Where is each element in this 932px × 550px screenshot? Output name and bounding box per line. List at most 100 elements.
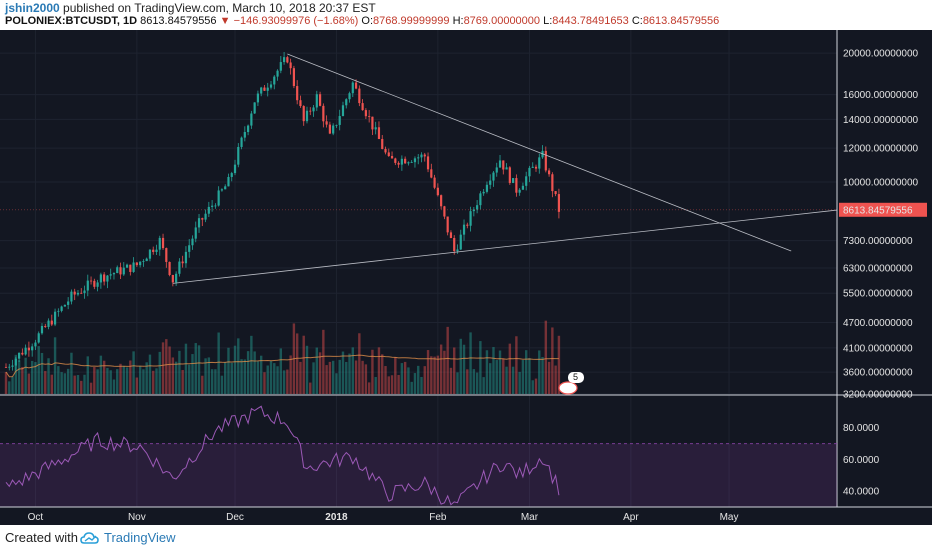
volume-bar [27, 373, 31, 394]
volume-bar [246, 351, 250, 394]
candle [50, 314, 53, 327]
volume-bar [207, 357, 211, 394]
rsi-pane [0, 405, 837, 508]
volume-bar [217, 332, 220, 394]
candle [505, 163, 508, 170]
candle [99, 272, 102, 289]
volume-bar [505, 366, 508, 394]
candle [292, 65, 296, 89]
candle [508, 166, 511, 185]
rsi-axis[interactable]: 80.0000 60.0000 40.0000 [843, 423, 880, 497]
tradingview-brand[interactable]: TradingView [104, 530, 176, 545]
volume-bar [557, 335, 561, 394]
volume-bar [430, 356, 433, 394]
candle [184, 246, 188, 268]
candle [201, 217, 204, 227]
candle [476, 200, 479, 214]
volume-bar [273, 363, 276, 394]
volume-bar [354, 360, 358, 394]
volume-bar [469, 332, 472, 394]
price-tick-label: 20000.00000000 [843, 49, 919, 60]
footer: Created with TradingView [0, 525, 932, 550]
candle [44, 323, 47, 328]
candle [305, 106, 309, 124]
candle [152, 246, 155, 255]
rsi-tick-label: 80.0000 [843, 423, 880, 434]
volume-bar [511, 366, 515, 394]
volume-bar [89, 382, 93, 394]
open-value: 8768.99999999 [373, 15, 450, 27]
candle [227, 173, 230, 187]
candle [485, 181, 489, 194]
volume-bar [554, 365, 557, 394]
volume-bar [387, 376, 390, 394]
price-axis[interactable]: 20000.00000000 16000.00000000 14000.000000… [836, 30, 932, 507]
candle [27, 341, 31, 357]
volume-bar [279, 348, 283, 394]
candle [482, 188, 485, 196]
volume-bar [364, 364, 368, 394]
volume-bar [276, 366, 279, 394]
down-arrow-icon: ▼ [219, 15, 231, 27]
volume-bar [73, 375, 76, 394]
publish-info: published on TradingView.com, March 10, … [63, 1, 376, 15]
candle [479, 191, 482, 210]
volume-bar [8, 381, 11, 394]
volume-moving-average [5, 354, 559, 378]
candle [57, 308, 60, 317]
volume-bar [541, 357, 544, 394]
volume-bar [305, 345, 309, 394]
volume-bar [400, 363, 404, 394]
volume-bar [102, 360, 106, 394]
candle [302, 105, 305, 126]
volume-bar [243, 359, 247, 394]
volume-bar [210, 369, 214, 394]
candle [14, 356, 17, 371]
volume-bar [403, 361, 407, 394]
volume-bar [524, 350, 528, 394]
volume-bar [191, 354, 194, 394]
candle [142, 259, 145, 267]
volume-bar [188, 364, 191, 394]
author-link[interactable]: jshin2000 [5, 1, 60, 15]
volume-bar [328, 361, 332, 394]
candle [220, 188, 224, 192]
high-value: 8769.00000000 [463, 15, 541, 27]
volume-bar [443, 350, 446, 394]
volume-bar [14, 354, 18, 394]
volume-bar [358, 333, 361, 394]
rsi-tick-label: 60.0000 [843, 455, 880, 466]
candle [155, 244, 158, 255]
candle [449, 230, 453, 239]
us-flag-icon[interactable] [558, 381, 578, 395]
candle [31, 343, 34, 357]
candles [4, 51, 561, 371]
volume-bar [40, 352, 44, 394]
volume-bar [508, 343, 512, 394]
volume-bar [253, 351, 256, 394]
trendline-descending[interactable] [287, 53, 792, 252]
volume-bar [24, 357, 27, 394]
volume-bar [138, 365, 142, 394]
volume-bar [181, 370, 184, 394]
candle [296, 80, 299, 105]
volume-bar [63, 373, 67, 394]
volume-bar [240, 359, 243, 394]
candle [112, 272, 116, 280]
volume-bar [4, 372, 8, 394]
trendline-ascending[interactable] [172, 209, 838, 284]
chart-svg[interactable]: 20000.00000000 16000.00000000 14000.000000… [0, 30, 932, 525]
events-marker[interactable]: 5 [558, 372, 584, 395]
volume-bar [453, 347, 456, 394]
candle [132, 257, 135, 273]
time-axis[interactable]: Oct Nov Dec 2018 Feb Mar Apr May [28, 512, 739, 523]
candle [551, 172, 554, 198]
volume-bar [237, 338, 240, 394]
candle [433, 174, 436, 190]
candle [404, 156, 407, 164]
volume-bar [299, 361, 302, 394]
chart-area[interactable]: 20000.00000000 16000.00000000 14000.000000… [0, 30, 932, 525]
candle [420, 152, 423, 163]
rsi-line [5, 405, 560, 506]
volume-bar [377, 347, 381, 394]
